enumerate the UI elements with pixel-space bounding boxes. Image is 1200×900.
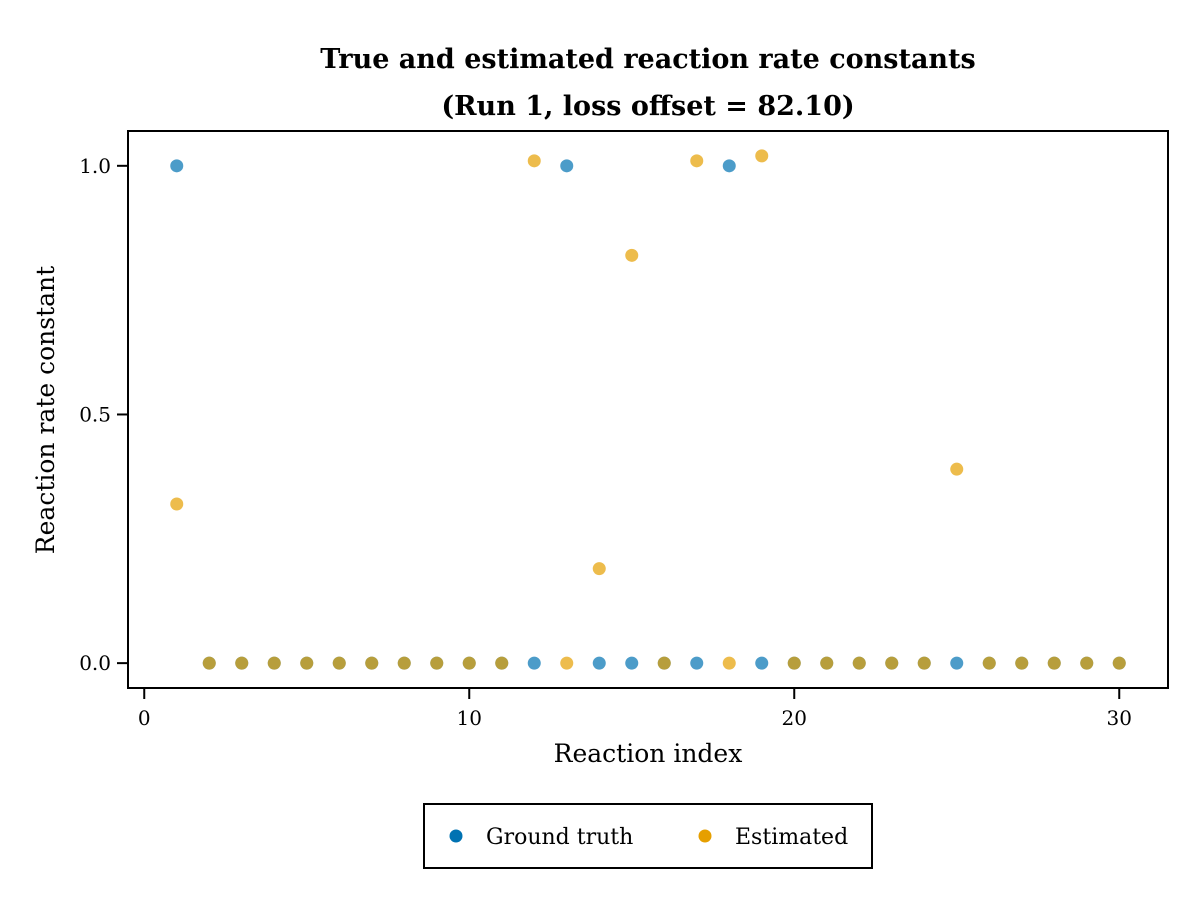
point-estimated [332, 656, 346, 670]
y-tick-label: 0.5 [79, 402, 111, 426]
point-estimated [267, 656, 281, 670]
point-ground-truth [690, 656, 704, 670]
point-estimated [657, 656, 671, 670]
point-estimated [885, 656, 899, 670]
x-axis: 0 10 20 30 [138, 688, 1132, 730]
point-estimated [300, 656, 314, 670]
point-estimated [202, 656, 216, 670]
point-estimated [625, 248, 639, 262]
point-ground-truth [722, 159, 736, 173]
point-estimated [365, 656, 379, 670]
point-estimated [170, 497, 184, 511]
point-estimated [917, 656, 931, 670]
x-tick-label: 20 [782, 706, 807, 730]
legend-frame [423, 803, 873, 869]
point-estimated [950, 462, 964, 476]
point-estimated [592, 562, 606, 576]
point-estimated [1112, 656, 1126, 670]
legend-label-estimated: Estimated [735, 825, 848, 850]
x-tick-label: 30 [1107, 706, 1132, 730]
y-axis-label: Reaction rate constant [31, 266, 60, 554]
point-ground-truth [755, 656, 769, 670]
legend-marker-ground-truth [449, 829, 463, 843]
point-estimated [820, 656, 834, 670]
point-estimated [755, 149, 769, 163]
x-axis-label: Reaction index [554, 739, 743, 768]
x-tick-label: 10 [457, 706, 482, 730]
plot-area [170, 149, 1126, 670]
point-ground-truth [560, 159, 574, 173]
point-estimated [462, 656, 476, 670]
point-estimated [397, 656, 411, 670]
point-estimated [527, 154, 541, 168]
point-estimated [1047, 656, 1061, 670]
legend: Ground truth Estimated [423, 803, 873, 869]
chart-subtitle: (Run 1, loss offset = 82.10) [441, 91, 854, 122]
legend-marker-estimated [698, 829, 712, 843]
point-estimated [560, 656, 574, 670]
point-estimated [495, 656, 509, 670]
point-ground-truth [950, 656, 964, 670]
legend-label-ground-truth: Ground truth [486, 825, 633, 850]
chart-title: True and estimated reaction rate constan… [320, 44, 976, 75]
y-axis: 0.0 0.5 1.0 [79, 154, 128, 675]
point-ground-truth [170, 159, 184, 173]
point-estimated [430, 656, 444, 670]
point-estimated [235, 656, 249, 670]
point-ground-truth [527, 656, 541, 670]
plot-frame [127, 130, 1169, 689]
point-ground-truth [625, 656, 639, 670]
point-estimated [1015, 656, 1029, 670]
y-tick-label: 1.0 [79, 154, 111, 178]
y-tick-label: 0.0 [79, 651, 111, 675]
point-estimated [690, 154, 704, 168]
point-estimated [722, 656, 736, 670]
point-estimated [982, 656, 996, 670]
point-ground-truth [592, 656, 606, 670]
x-tick-label: 0 [138, 706, 151, 730]
point-estimated [1080, 656, 1094, 670]
point-estimated [787, 656, 801, 670]
point-estimated [852, 656, 866, 670]
